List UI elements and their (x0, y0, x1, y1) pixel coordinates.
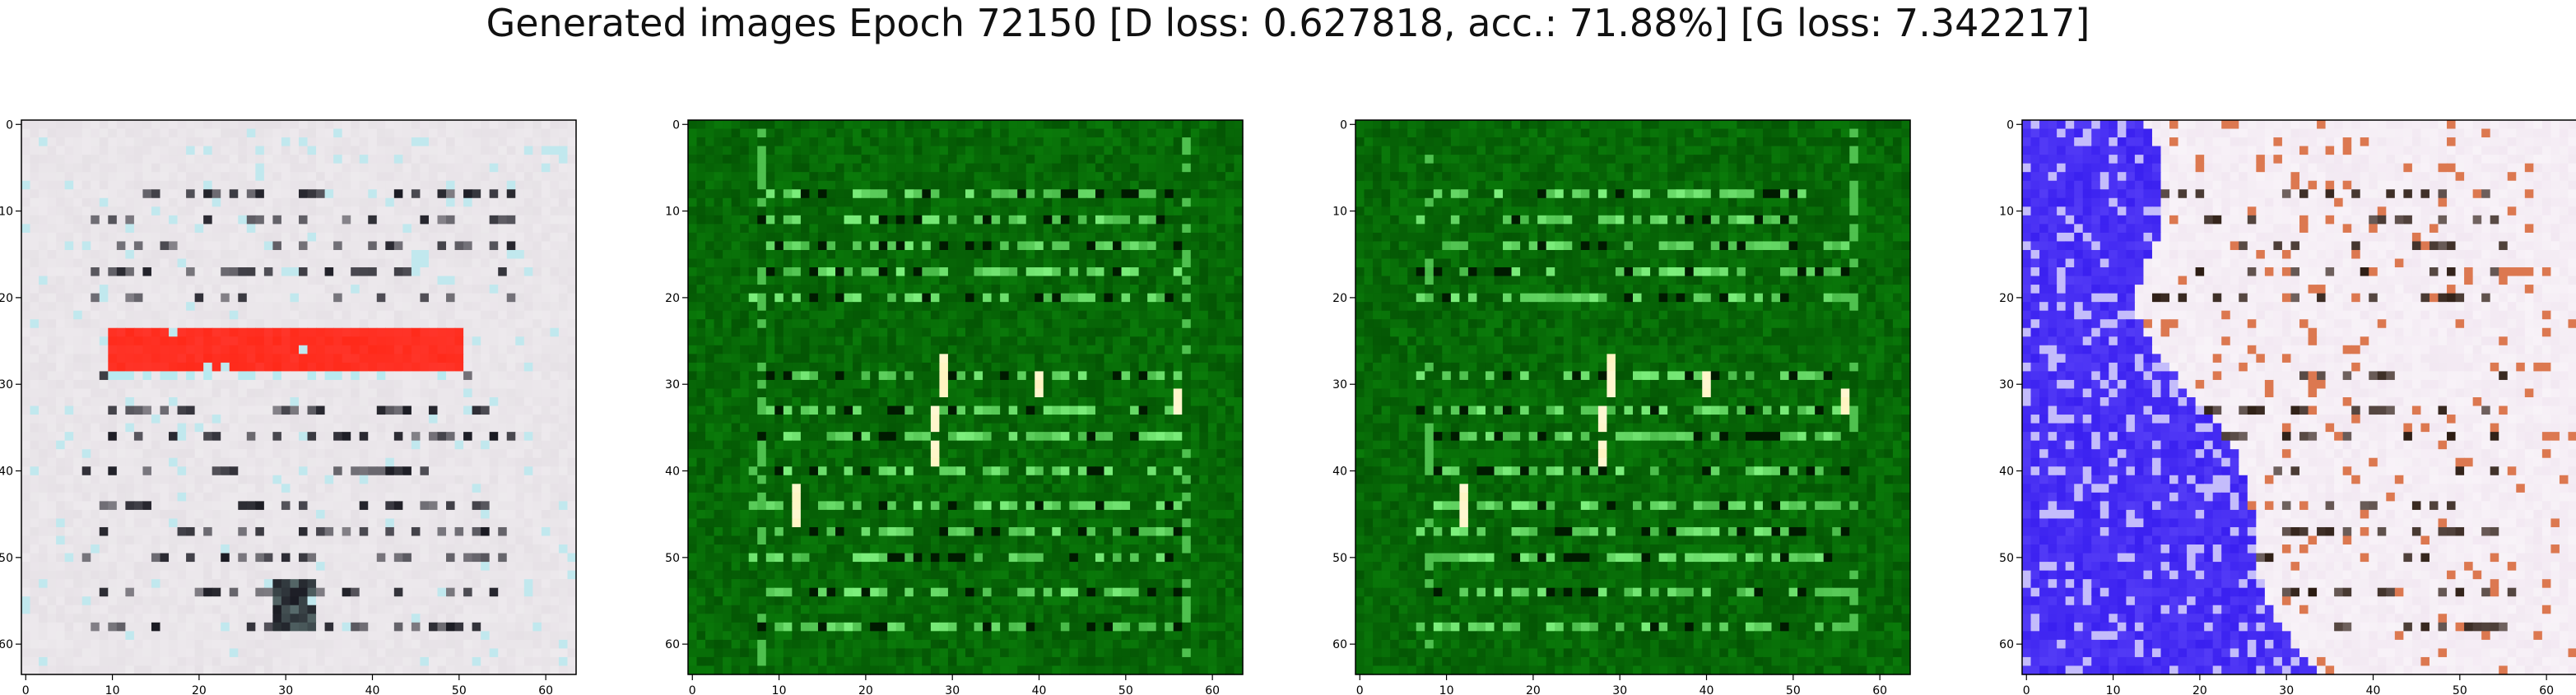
x-tick-label: 50 (1786, 684, 1801, 695)
x-tick-label: 0 (1356, 684, 1364, 695)
x-tick-label: 60 (2539, 684, 2554, 695)
y-tick-label: 50 (665, 552, 680, 565)
x-tick-label: 50 (2453, 684, 2467, 695)
y-tick-label: 50 (1999, 552, 2014, 565)
y-tick-label: 20 (0, 292, 13, 305)
x-tick-label: 0 (2023, 684, 2030, 695)
x-tick-label: 60 (1872, 684, 1887, 695)
figure-title: Generated images Epoch 72150 [D loss: 0.… (486, 1, 2090, 45)
y-tick-label: 30 (665, 378, 680, 392)
y-tick-label: 10 (665, 206, 680, 219)
y-tick-label: 30 (1999, 378, 2014, 392)
generated-image-1: 0 0 10 10 20 20 30 30 40 40 50 50 60 60 (0, 118, 577, 695)
x-tick-label: 10 (2106, 684, 2121, 695)
generated-image-2: 0 0 10 10 20 20 30 30 40 40 50 50 60 60 (665, 118, 1244, 695)
x-tick-label: 30 (945, 684, 960, 695)
x-tick-label: 20 (1526, 684, 1541, 695)
y-tick-label: 60 (1999, 638, 2014, 651)
x-tick-label: 10 (105, 684, 120, 695)
x-tick-label: 40 (2366, 684, 2381, 695)
x-tick-label: 10 (772, 684, 787, 695)
x-tick-label: 30 (278, 684, 293, 695)
y-tick-label: 20 (1999, 292, 2014, 305)
x-tick-label: 10 (1439, 684, 1454, 695)
y-tick-label: 0 (6, 118, 13, 132)
generated-image-4: 0 0 10 10 20 20 30 30 40 40 50 50 60 60 (1999, 118, 2576, 695)
image-pixels (2022, 120, 2576, 675)
y-tick-label: 50 (0, 552, 13, 565)
y-tick-label: 30 (1332, 378, 1347, 392)
x-tick-label: 40 (1700, 684, 1714, 695)
x-tick-label: 20 (192, 684, 207, 695)
image-pixels (21, 120, 577, 675)
x-tick-label: 60 (1205, 684, 1220, 695)
x-tick-label: 0 (22, 684, 30, 695)
y-tick-label: 60 (1332, 638, 1347, 651)
axes-frame (2021, 119, 2576, 675)
x-tick-label: 40 (1032, 684, 1047, 695)
y-tick-label: 60 (665, 638, 680, 651)
y-tick-label: 20 (665, 292, 680, 305)
axes-frame (1355, 119, 1911, 675)
axes-frame (687, 119, 1244, 675)
y-tick-label: 0 (672, 118, 680, 132)
y-tick-label: 10 (1332, 206, 1347, 219)
y-tick-label: 10 (1999, 206, 2014, 219)
x-tick-label: 40 (365, 684, 380, 695)
x-tick-label: 60 (538, 684, 553, 695)
y-tick-label: 0 (1340, 118, 1347, 132)
x-tick-label: 30 (1612, 684, 1627, 695)
y-tick-label: 30 (0, 378, 13, 392)
y-tick-label: 40 (665, 466, 680, 479)
y-tick-label: 0 (2006, 118, 2014, 132)
x-tick-label: 20 (2192, 684, 2207, 695)
y-tick-label: 40 (1332, 466, 1347, 479)
y-tick-label: 50 (1332, 552, 1347, 565)
y-tick-label: 20 (1332, 292, 1347, 305)
x-tick-label: 50 (1118, 684, 1133, 695)
image-pixels (688, 120, 1244, 675)
x-tick-label: 50 (452, 684, 467, 695)
x-tick-label: 20 (858, 684, 873, 695)
x-tick-label: 30 (2279, 684, 2294, 695)
x-tick-label: 0 (689, 684, 696, 695)
y-tick-label: 40 (0, 466, 13, 479)
y-tick-label: 60 (0, 638, 13, 651)
y-tick-label: 10 (0, 206, 13, 219)
y-tick-label: 40 (1999, 466, 2014, 479)
generated-image-3: 0 0 10 10 20 20 30 30 40 40 50 50 60 60 (1332, 118, 1911, 695)
axes-frame (21, 119, 577, 675)
image-pixels (1355, 120, 1911, 675)
